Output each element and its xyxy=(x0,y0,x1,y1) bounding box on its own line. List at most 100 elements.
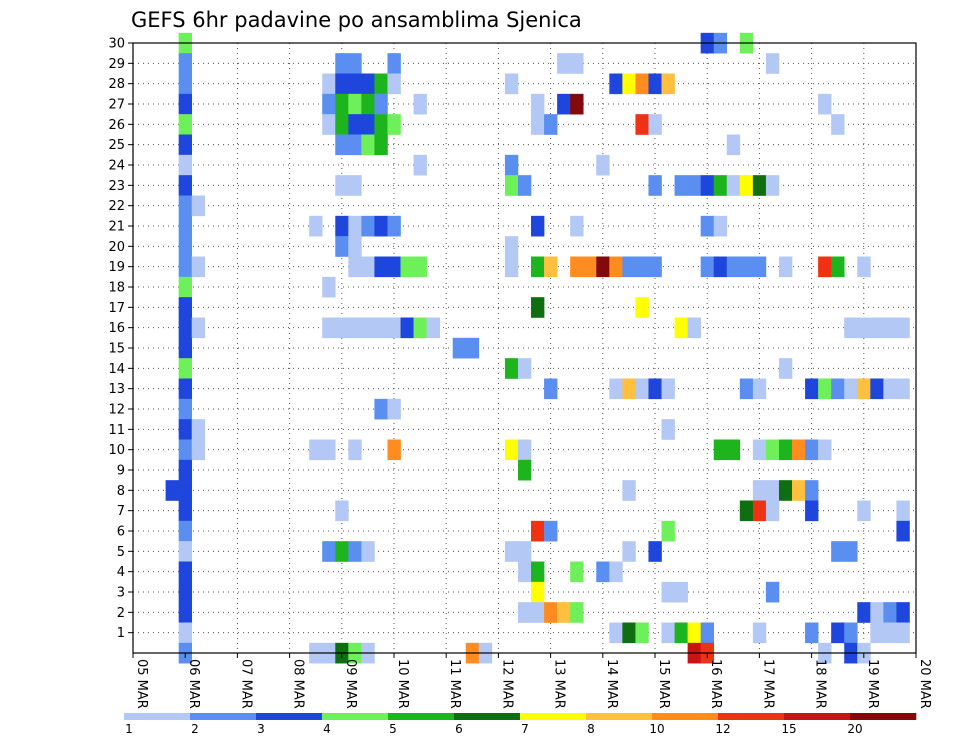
precip-cell xyxy=(335,114,349,135)
y-tick-label: 30 xyxy=(108,37,125,52)
precip-cell xyxy=(374,134,388,156)
x-tick-label: 17 MAR xyxy=(760,659,775,709)
colorbar-label: 3 xyxy=(257,722,265,736)
precip-cell xyxy=(739,500,754,522)
colorbar-label: 20 xyxy=(847,722,862,736)
precip-cell xyxy=(361,114,375,135)
precip-cell xyxy=(178,215,193,237)
colorbar-segment xyxy=(718,713,785,720)
precip-cell xyxy=(831,378,845,400)
precip-cell xyxy=(622,541,636,562)
y-tick-label: 21 xyxy=(108,220,125,235)
precip-cell xyxy=(609,73,623,95)
precip-cell xyxy=(400,256,414,278)
precip-cell xyxy=(387,439,401,461)
precip-cell xyxy=(622,378,636,400)
colorbar-segment xyxy=(850,713,917,720)
x-tick-label: 19 MAR xyxy=(865,659,880,709)
precip-cell xyxy=(857,602,871,623)
x-tick-label: 12 MAR xyxy=(499,659,514,709)
precip-cell xyxy=(870,602,884,623)
precip-cell xyxy=(322,439,336,461)
precip-cell xyxy=(531,256,545,278)
y-tick-label: 13 xyxy=(108,382,125,397)
y-tick-label: 18 xyxy=(108,281,125,296)
precip-cell xyxy=(778,480,793,501)
colorbar-segment xyxy=(322,713,389,720)
precip-cell xyxy=(570,602,584,623)
y-tick-label: 15 xyxy=(108,342,125,357)
precip-cell xyxy=(726,175,741,196)
colorbar-label: 5 xyxy=(389,722,397,736)
precip-cell xyxy=(844,317,858,339)
precip-cell xyxy=(805,500,819,522)
x-tick-label: 09 MAR xyxy=(343,659,358,709)
y-tick-label: 2 xyxy=(117,606,125,621)
precip-cell xyxy=(348,134,362,156)
precip-cell xyxy=(752,439,767,461)
precip-cell xyxy=(700,215,715,237)
precip-cell xyxy=(896,378,910,400)
precip-cell xyxy=(426,317,440,339)
precip-cell xyxy=(348,439,362,461)
precip-cell xyxy=(531,114,545,135)
precip-cell xyxy=(752,480,767,501)
colorbar-label: 4 xyxy=(323,722,331,736)
precip-cell xyxy=(374,114,388,135)
y-tick-label: 5 xyxy=(117,545,125,560)
precip-cell xyxy=(818,439,832,461)
precip-cell xyxy=(531,93,545,115)
precip-cell xyxy=(661,73,675,95)
colorbar-segment xyxy=(454,713,521,720)
precip-cell xyxy=(387,73,401,95)
precip-cell xyxy=(896,520,910,542)
precip-cell xyxy=(361,73,375,95)
precip-cell xyxy=(348,215,362,237)
precip-cell xyxy=(178,154,193,176)
precip-cell xyxy=(831,541,845,562)
precip-cell xyxy=(831,622,845,644)
precip-cell xyxy=(178,480,193,501)
y-tick-label: 26 xyxy=(108,118,125,133)
precip-cell xyxy=(387,317,401,339)
colorbar-segment xyxy=(652,713,719,720)
precip-cell xyxy=(687,317,701,339)
precip-cell xyxy=(544,256,558,278)
precip-cell xyxy=(570,53,584,74)
precip-cell xyxy=(765,439,780,461)
precip-cell xyxy=(844,378,858,400)
precip-cell xyxy=(374,73,388,95)
precip-cell xyxy=(309,439,323,461)
precip-cell xyxy=(504,358,519,379)
grid-lines xyxy=(133,42,917,653)
precip-cell xyxy=(335,93,349,115)
precip-cell xyxy=(609,561,623,583)
precip-cell xyxy=(361,93,375,115)
precip-cell xyxy=(557,602,571,623)
y-tick-label: 4 xyxy=(117,565,125,580)
y-tick-label: 9 xyxy=(117,464,125,479)
precip-cell xyxy=(517,602,532,623)
precip-cell xyxy=(648,73,662,95)
precip-cell xyxy=(570,93,584,115)
precip-cell xyxy=(309,215,323,237)
precip-cell xyxy=(609,378,623,400)
precip-cell xyxy=(831,114,845,135)
precip-cell xyxy=(544,114,558,135)
precip-cell xyxy=(361,256,375,278)
precip-cell xyxy=(178,134,193,156)
y-tick-label: 22 xyxy=(108,199,125,214)
y-tick-label: 3 xyxy=(117,586,125,601)
y-tick-label: 6 xyxy=(117,525,125,540)
precip-cell xyxy=(805,480,819,501)
precip-cell xyxy=(557,93,571,115)
precip-cell xyxy=(178,93,193,115)
x-tick-label: 20 MAR xyxy=(917,659,932,709)
precip-cell xyxy=(348,53,362,74)
y-tick-label: 10 xyxy=(108,443,125,458)
precip-cell xyxy=(517,358,532,379)
precip-cell xyxy=(191,317,206,339)
precip-cell xyxy=(713,215,728,237)
colorbar-label: 15 xyxy=(781,722,796,736)
precip-cell xyxy=(191,256,206,278)
